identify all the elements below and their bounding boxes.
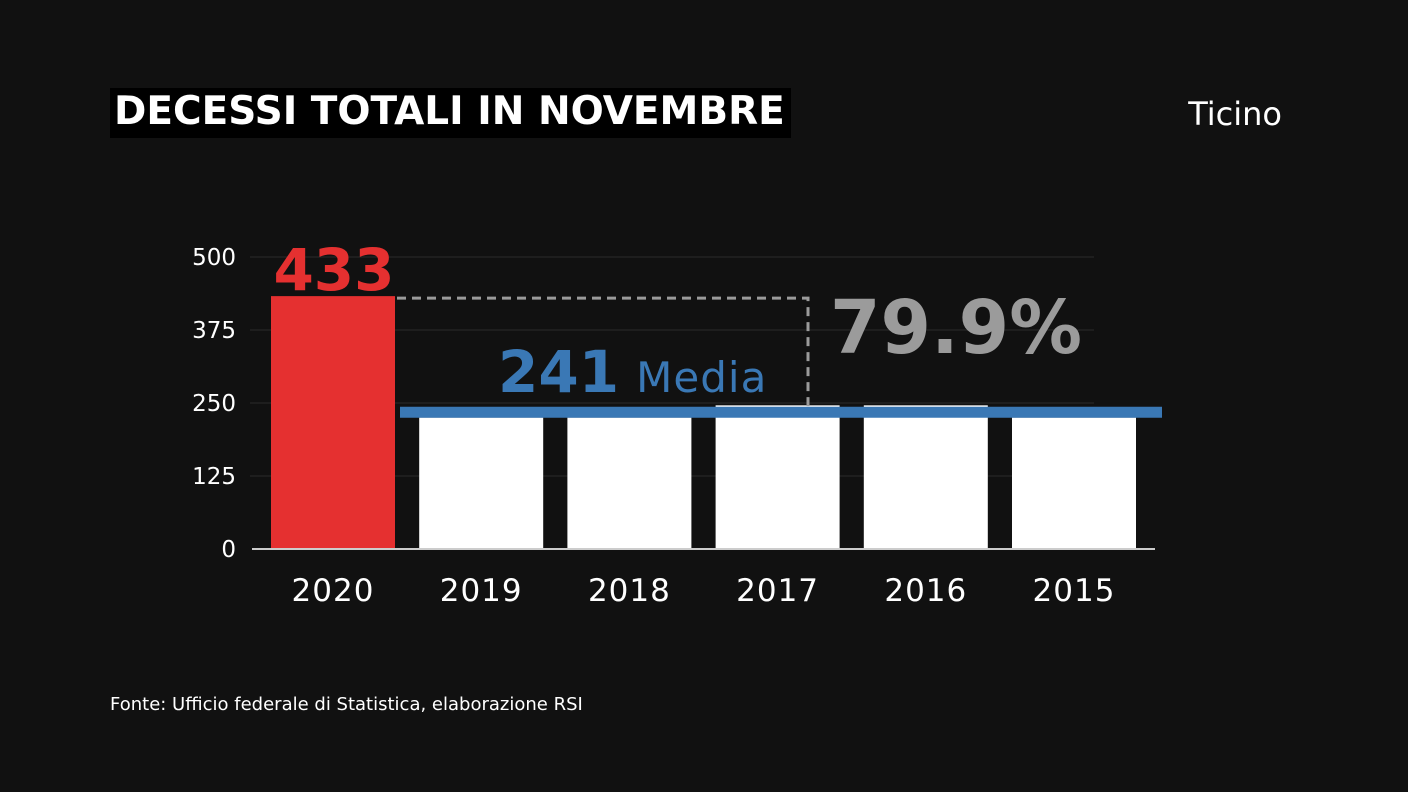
x-tick-label: 2018 [588,573,671,609]
bar-2018 [567,417,692,549]
bars [271,296,1136,549]
x-axis-tick-labels: 2020 2019 2018 2017 2016 2015 [292,573,1116,609]
x-tick-label: 2016 [884,573,967,609]
x-tick-label: 2019 [440,573,523,609]
y-tick-label: 500 [192,245,236,271]
bar-2016 [863,405,988,549]
y-tick-label: 0 [221,537,236,563]
x-tick-label: 2015 [1033,573,1116,609]
difference-percent-label: 79.9% [830,285,1082,371]
average-label: 241 Media [498,338,767,406]
y-tick-label: 250 [192,391,236,417]
x-tick-label: 2017 [736,573,819,609]
highlight-value-label: 433 [273,236,394,304]
bar-2017 [715,405,840,549]
bar-2015 [1012,417,1136,549]
y-tick-label: 125 [192,464,236,490]
difference-bracket [397,296,810,407]
region-label: Ticino [1188,95,1282,133]
bar-2020 [271,296,395,549]
chart-title: DECESSI TOTALI IN NOVEMBRE [110,88,791,138]
y-axis-tick-labels: 0 125 250 375 500 [192,245,236,563]
average-value: 241 [498,338,619,406]
x-tick-label: 2020 [292,573,375,609]
bar-2019 [419,417,544,549]
average-text: Media [636,353,767,402]
y-tick-label: 375 [192,318,236,344]
source-note: Fonte: Ufficio federale di Statistica, e… [110,694,583,715]
